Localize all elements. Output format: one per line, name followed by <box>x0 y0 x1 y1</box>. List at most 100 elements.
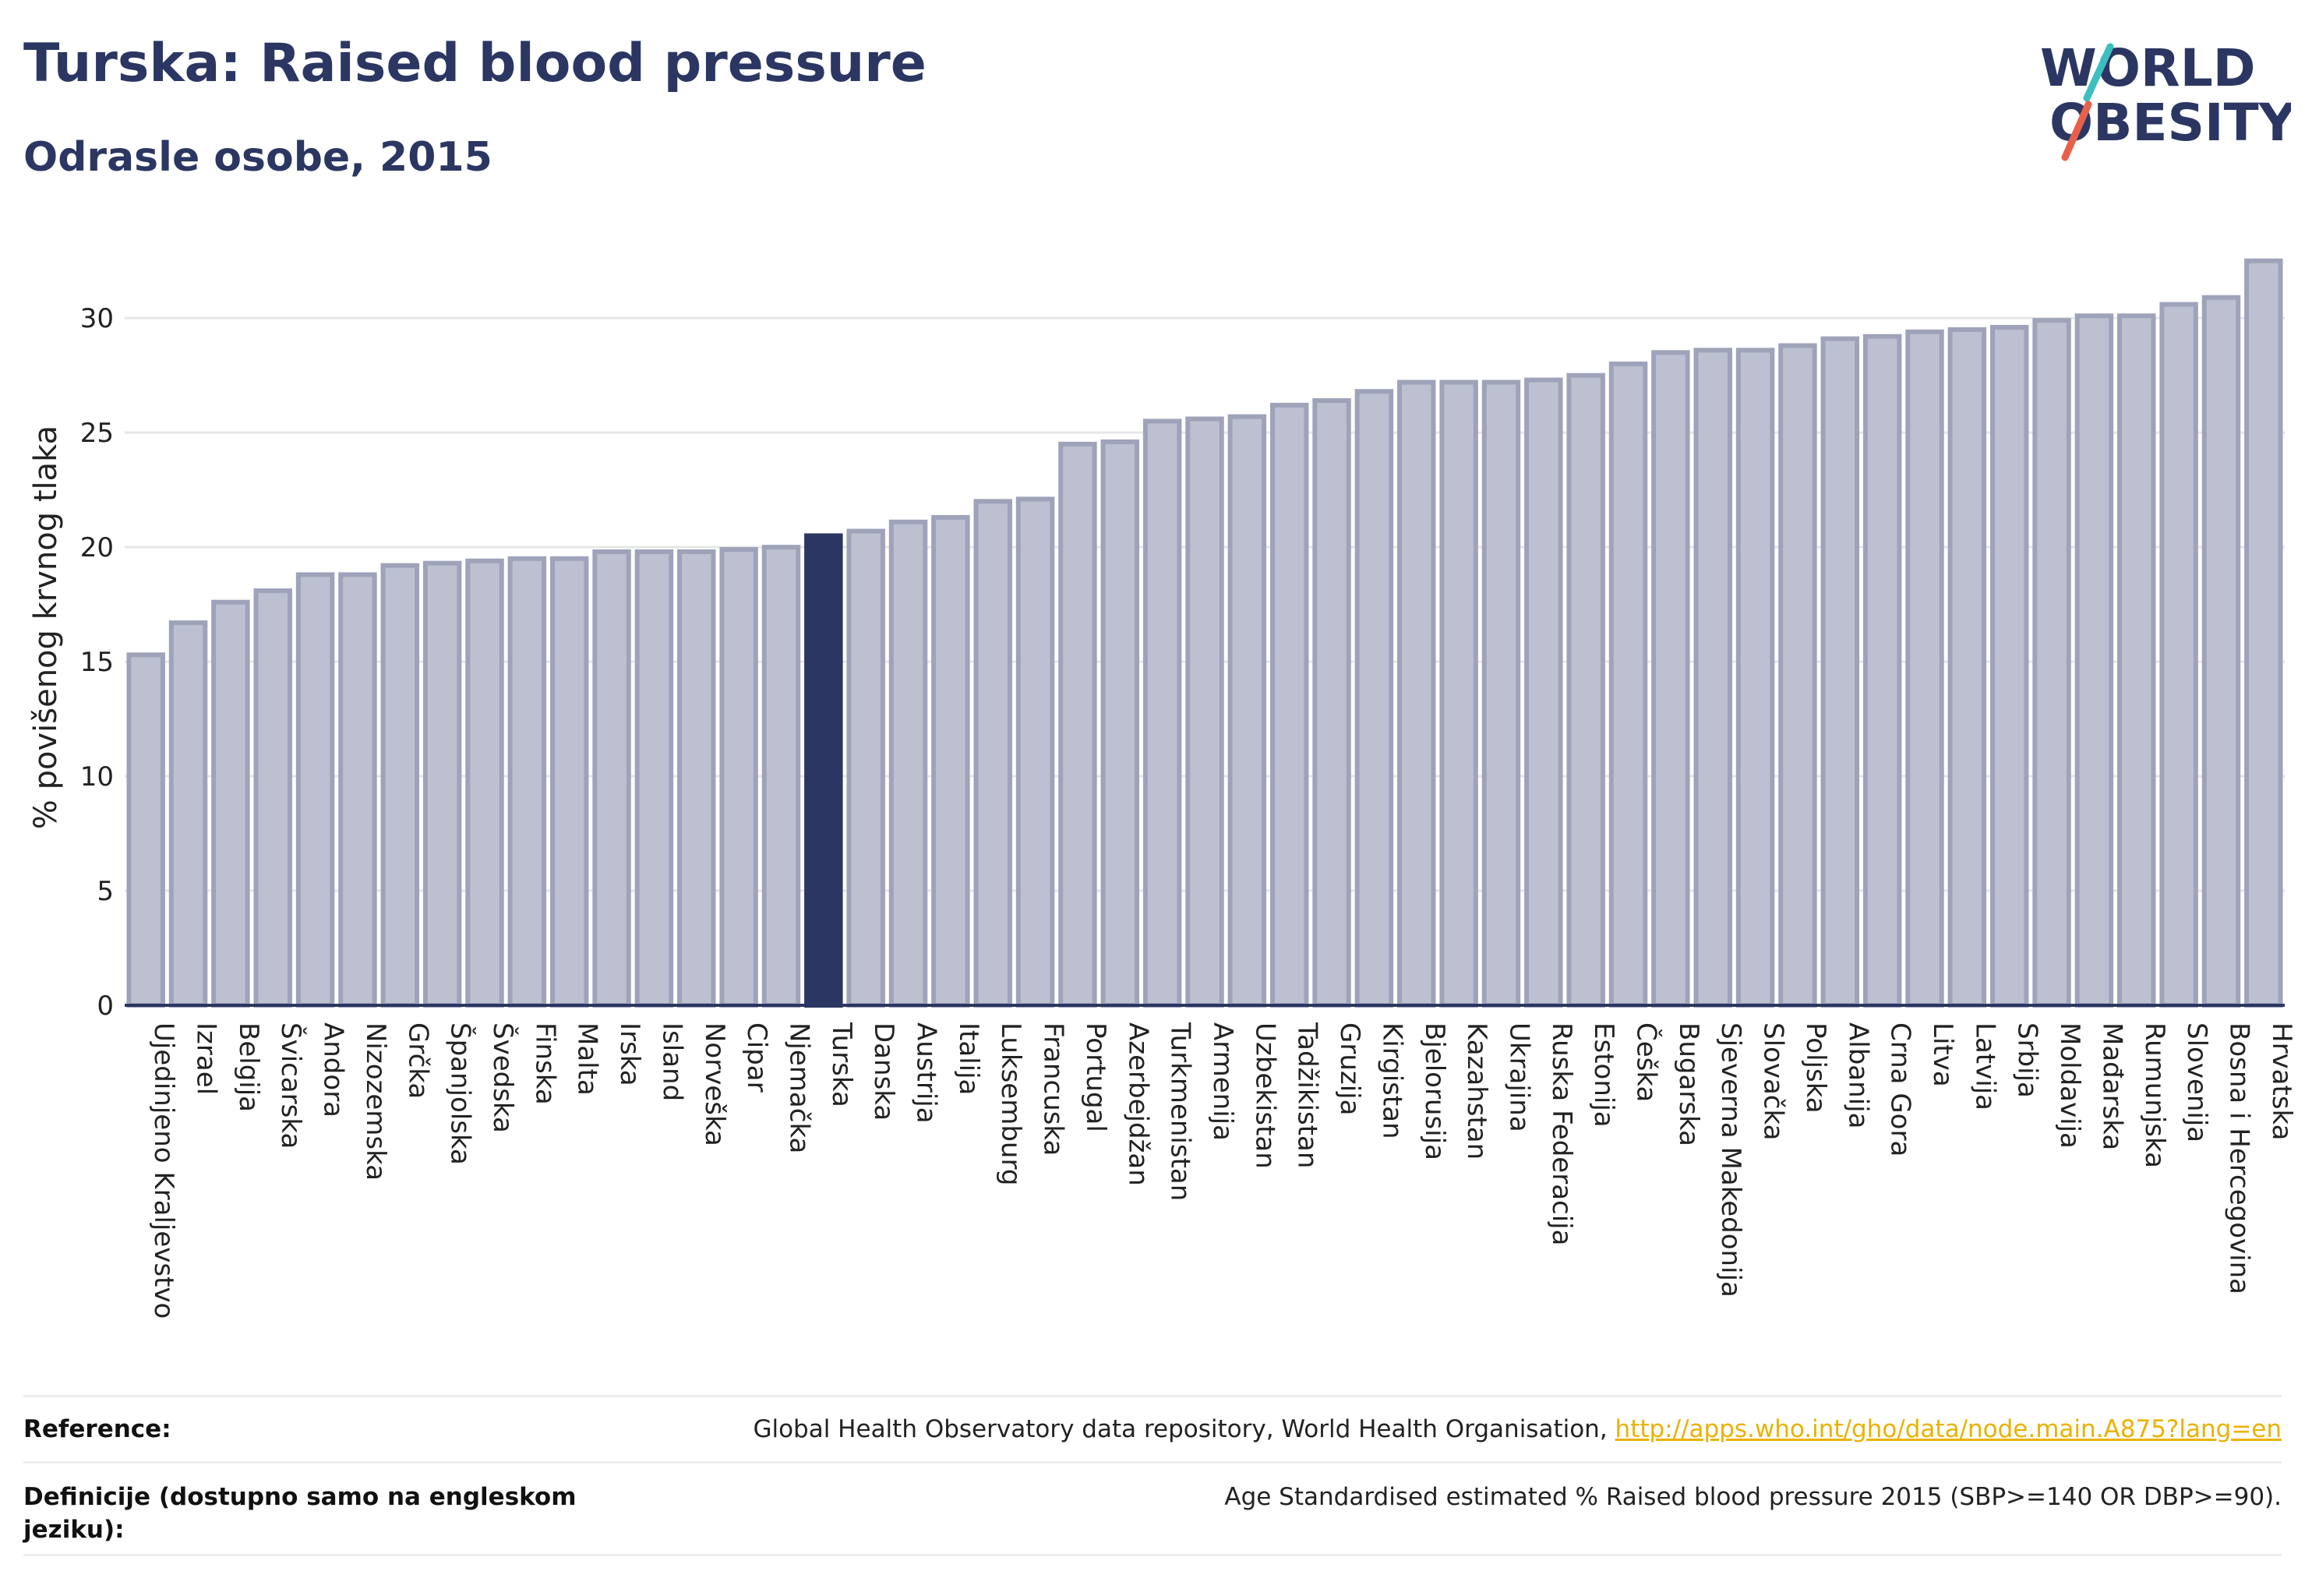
bar <box>380 563 420 1008</box>
bar <box>1947 327 1987 1008</box>
bar <box>1905 329 1944 1008</box>
svg-text:OBESITY: OBESITY <box>2049 93 2291 153</box>
bar <box>973 499 1012 1008</box>
bar <box>592 549 631 1008</box>
x-tick-label: Hrvatska <box>2266 1022 2297 1140</box>
bar <box>1227 414 1267 1008</box>
x-tick-label: Rumunjska <box>2139 1022 2170 1168</box>
x-tick-label: Turkmenistan <box>1165 1022 1196 1201</box>
x-tick-label: Slovačka <box>1758 1022 1789 1140</box>
bar <box>761 545 801 1008</box>
bar <box>2032 318 2071 1008</box>
bar <box>1100 439 1140 1008</box>
bar <box>1735 348 1775 1008</box>
bar <box>1354 389 1394 1008</box>
bar <box>126 652 165 1008</box>
y-tick-label: 0 <box>97 990 114 1022</box>
bar <box>1015 496 1055 1008</box>
x-tick-label: Austrija <box>911 1022 942 1124</box>
x-tick-label: Grčka <box>402 1022 433 1099</box>
x-tick-label: Sjeverna Makedonija <box>1715 1022 1746 1298</box>
x-tick-label: Azerbejdžan <box>1122 1022 1153 1186</box>
x-tick-label: Izrael <box>191 1022 222 1095</box>
x-tick-label: Belgija <box>233 1022 264 1112</box>
x-tick-label: Island <box>656 1022 687 1101</box>
x-tick-label: Portugal <box>1080 1022 1111 1132</box>
bar <box>295 572 335 1008</box>
bar <box>634 549 674 1008</box>
bar <box>1312 398 1351 1008</box>
x-tick-label: Gruzija <box>1334 1022 1365 1115</box>
bar <box>719 547 758 1008</box>
bar <box>1608 361 1648 1008</box>
x-tick-label: Latvija <box>1969 1022 2000 1110</box>
bar <box>846 528 885 1008</box>
bar <box>507 556 547 1008</box>
bar <box>1058 441 1097 1008</box>
y-tick-label: 20 <box>80 532 114 563</box>
y-tick-label: 10 <box>80 761 114 793</box>
x-tick-label: Kazahstan <box>1461 1022 1492 1160</box>
x-tick-label: Andora <box>318 1022 349 1118</box>
x-tick-label: Luksemburg <box>995 1022 1026 1185</box>
x-tick-label: Kirgistan <box>1376 1022 1407 1139</box>
definition-value: Age Standardised estimated % Raised bloo… <box>1224 1483 2282 1511</box>
bar <box>677 549 716 1008</box>
y-tick-label: 30 <box>80 303 114 334</box>
bar <box>1269 402 1309 1008</box>
y-tick-label: 25 <box>80 418 114 449</box>
bar <box>1778 343 1817 1008</box>
bar <box>1566 373 1605 1008</box>
bar <box>253 588 292 1008</box>
reference-link[interactable]: http://apps.who.int/gho/data/node.main.A… <box>1615 1415 2282 1443</box>
y-tick-label: 5 <box>97 876 114 907</box>
x-tick-label: Uzbekistan <box>1249 1022 1280 1169</box>
x-tick-label: Turska <box>826 1022 857 1107</box>
bar <box>465 558 504 1008</box>
footer: Reference: Global Health Observatory dat… <box>23 1395 2282 1556</box>
x-tick-label: Crna Gora <box>1885 1022 1916 1156</box>
x-tick-label: Moldavija <box>2054 1022 2085 1149</box>
definition-label: Definicije (dostupno samo na engleskom j… <box>23 1483 577 1544</box>
x-tick-label: Ruska Federacija <box>1546 1022 1577 1245</box>
bar <box>2074 313 2114 1008</box>
bar <box>1651 350 1690 1008</box>
world-obesity-logo: WORLD OBESITY <box>2040 38 2291 161</box>
definition-row: Definicije (dostupno samo na engleskom j… <box>23 1461 2282 1556</box>
bar <box>1989 324 2029 1008</box>
x-tick-label: Poljska <box>1800 1022 1831 1114</box>
bar <box>168 620 208 1008</box>
x-tick-label: Ukrajina <box>1503 1022 1534 1132</box>
bar <box>1862 334 1902 1008</box>
x-tick-label: Francuska <box>1038 1022 1069 1156</box>
bar-chart: 0 5 10 15 20 25 30 Ujedinjeno Kraljevstvo Izrae… <box>28 258 2297 1319</box>
x-tick-label: Ujedinjeno Kraljevstvo <box>148 1022 179 1319</box>
x-tick-label: Albanija <box>1842 1022 1873 1128</box>
bar <box>931 514 970 1008</box>
bar <box>422 560 462 1008</box>
bar <box>888 519 928 1008</box>
bar <box>338 572 377 1008</box>
bar <box>1481 380 1521 1008</box>
x-tick-label: Norveška <box>699 1022 730 1146</box>
bar <box>1439 380 1478 1008</box>
bar-highlight <box>804 533 843 1008</box>
x-tick-label: Danska <box>868 1022 899 1121</box>
x-tick-label: Češka <box>1631 1022 1663 1102</box>
bar <box>1185 416 1224 1008</box>
x-tick-label: Malta <box>572 1022 603 1096</box>
bar <box>211 599 250 1008</box>
bar <box>1693 348 1732 1008</box>
bar <box>1524 377 1563 1008</box>
x-tick-label: Bugarska <box>1673 1022 1704 1146</box>
x-tick-label: Cipar <box>741 1022 772 1093</box>
x-tick-label: Armenija <box>1207 1022 1238 1141</box>
bar <box>2201 295 2241 1008</box>
x-tick-label: Švedska <box>487 1022 519 1133</box>
x-tick-label: Litva <box>1927 1022 1958 1087</box>
x-tick-label: Nizozemska <box>360 1022 391 1181</box>
bar <box>2159 302 2198 1008</box>
y-tick-label: 15 <box>80 647 114 678</box>
bar <box>1397 380 1436 1008</box>
x-tick-label: Mađarska <box>2096 1022 2127 1150</box>
